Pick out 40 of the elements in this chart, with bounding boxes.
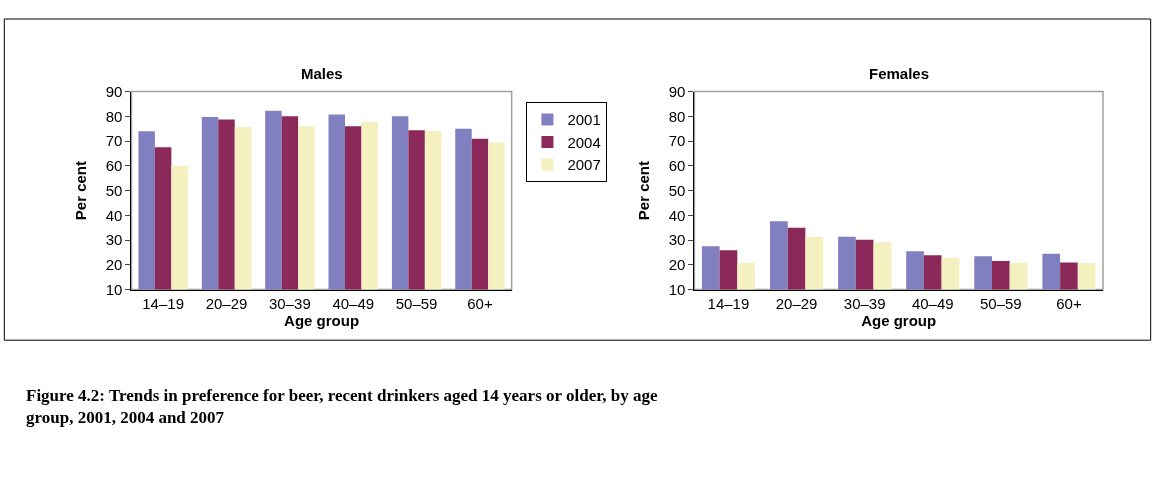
x-tick-label: 60+ [467,294,493,312]
y-tick-label: 40 [105,206,123,224]
x-tick-label: 30–39 [843,294,886,312]
y-tick-label: 20 [105,256,123,274]
x-tick-label: 40–49 [911,294,954,312]
y-tick-label: 50 [668,181,686,199]
legend-label: 2007 [567,156,601,174]
x-axis-title: Age group [284,311,360,329]
x-axis-title: Age group [861,311,937,329]
y-tick-label: 50 [105,181,123,199]
chart-title: Males [301,65,343,82]
x-tick-label: 20–29 [205,294,248,312]
x-tick-label: 14–19 [707,294,750,312]
x-tick-label: 30–39 [269,294,311,312]
y-tick-label: 80 [105,107,123,125]
y-tick-label: 70 [105,132,123,150]
y-axis-title: Per cent [634,161,652,221]
x-tick-label: 20–29 [775,294,818,312]
caption: Figure 4.2: Trends in preference for beer, recent drinkers aged 14 years or older, by age group, 2001, 2004 and 2007 [26,386,658,428]
legend-label: 2004 [567,133,601,151]
y-tick-label: 60 [668,157,686,175]
y-tick-label: 40 [668,206,686,224]
y-axis-title: Per cent [72,161,90,221]
y-tick-label: 80 [668,107,686,125]
y-tick-label: 10 [668,280,686,298]
y-tick-label: 70 [668,132,686,150]
y-tick-label: 30 [105,231,123,249]
y-tick-label: 60 [105,157,123,175]
chart-title: Females [869,65,930,82]
y-tick-label: 90 [668,82,686,100]
x-tick-label: 14–19 [142,294,184,312]
y-tick-label: 20 [668,256,686,274]
y-tick-label: 10 [105,280,123,298]
x-tick-label: 60+ [1056,294,1082,312]
x-tick-label: 40–49 [332,294,375,312]
y-tick-label: 90 [105,82,123,100]
y-tick-label: 30 [668,231,686,249]
x-tick-label: 50–59 [395,294,438,312]
legend-label: 2001 [567,111,601,129]
x-tick-label: 50–59 [980,294,1022,312]
